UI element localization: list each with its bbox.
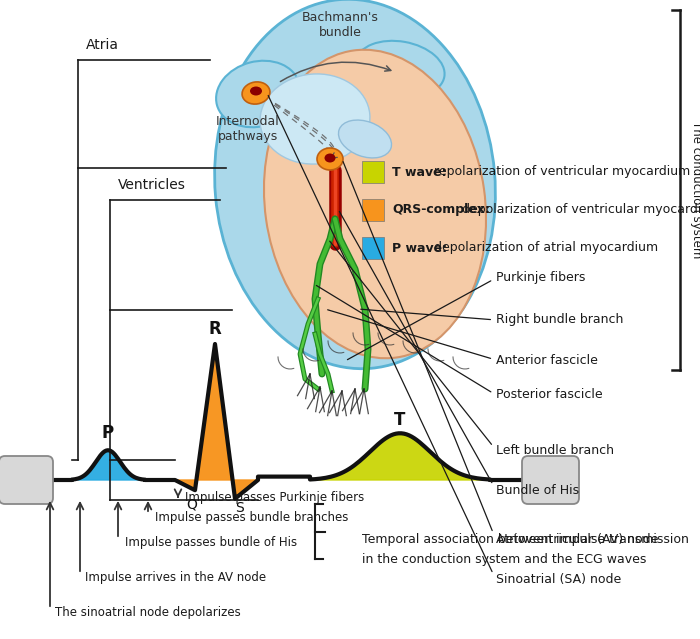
Ellipse shape — [216, 61, 300, 127]
Text: Impulse passes Purkinje fibers: Impulse passes Purkinje fibers — [185, 491, 364, 504]
Text: depolarization of atrial myocardium: depolarization of atrial myocardium — [430, 242, 659, 254]
FancyBboxPatch shape — [362, 161, 384, 183]
FancyBboxPatch shape — [0, 456, 53, 504]
Text: Ventricles: Ventricles — [118, 178, 186, 192]
Text: R: R — [209, 320, 221, 338]
Text: repolarization of ventricular myocardium: repolarization of ventricular myocardium — [430, 166, 691, 178]
Ellipse shape — [325, 153, 335, 162]
Text: Impulse passes bundle of His: Impulse passes bundle of His — [125, 536, 297, 549]
Ellipse shape — [317, 148, 343, 170]
Ellipse shape — [242, 82, 270, 104]
Text: The conduction system: The conduction system — [690, 121, 700, 259]
Ellipse shape — [250, 86, 262, 95]
Text: in the conduction system and the ECG waves: in the conduction system and the ECG wav… — [362, 553, 646, 567]
Text: P: P — [102, 424, 114, 442]
Text: Right bundle branch: Right bundle branch — [360, 309, 624, 327]
Text: T: T — [394, 411, 406, 429]
Text: The sinoatrial node depolarizes: The sinoatrial node depolarizes — [55, 606, 241, 619]
Text: Sinoatrial (SA) node: Sinoatrial (SA) node — [268, 95, 622, 587]
Text: depolarization of ventricular myocardium: depolarization of ventricular myocardium — [458, 203, 700, 217]
Text: Anterior fascicle: Anterior fascicle — [328, 310, 598, 367]
Text: T wave:: T wave: — [392, 166, 447, 178]
Text: S: S — [236, 501, 244, 515]
Ellipse shape — [339, 120, 391, 158]
Text: Bachmann's
bundle: Bachmann's bundle — [302, 11, 379, 39]
Text: Temporal association between impulse transmission: Temporal association between impulse tra… — [362, 534, 689, 546]
Text: QRS-complex:: QRS-complex: — [392, 203, 490, 217]
FancyBboxPatch shape — [522, 456, 579, 504]
Text: Posterior fascicle: Posterior fascicle — [316, 286, 603, 401]
Ellipse shape — [264, 50, 486, 358]
Text: Atrioventricular (AV) node: Atrioventricular (AV) node — [343, 162, 659, 546]
Ellipse shape — [215, 0, 496, 369]
Text: P wave:: P wave: — [392, 242, 447, 254]
Polygon shape — [310, 433, 490, 480]
Text: Internodal
pathways: Internodal pathways — [216, 115, 280, 143]
FancyBboxPatch shape — [362, 199, 384, 221]
Polygon shape — [72, 450, 145, 480]
Text: Q: Q — [187, 497, 197, 511]
Text: Atria: Atria — [86, 38, 119, 52]
Text: Impulse arrives in the AV node: Impulse arrives in the AV node — [85, 571, 266, 584]
Text: Purkinje fibers: Purkinje fibers — [347, 272, 585, 360]
Polygon shape — [175, 344, 258, 498]
Ellipse shape — [260, 74, 370, 164]
Text: Left bundle branch: Left bundle branch — [330, 241, 614, 456]
Text: Impulse passes bundle branches: Impulse passes bundle branches — [155, 511, 349, 524]
Text: Bundle of His: Bundle of His — [340, 212, 579, 497]
FancyBboxPatch shape — [362, 237, 384, 259]
Ellipse shape — [356, 41, 444, 97]
